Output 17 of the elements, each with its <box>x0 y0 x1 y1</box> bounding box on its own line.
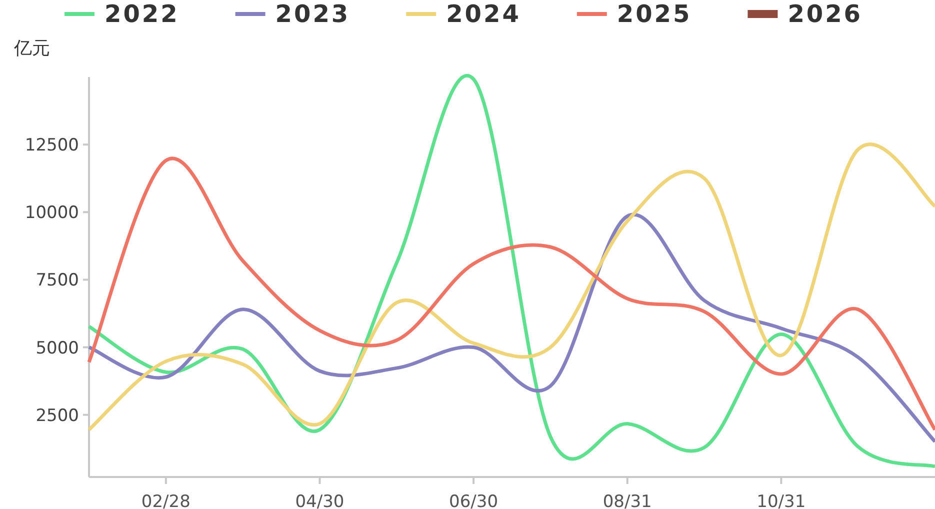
y-tick-label: 7500 <box>36 270 79 291</box>
x-tick-label: 02/28 <box>141 492 190 509</box>
legend-label: 2022 <box>104 0 180 28</box>
x-tick-label: 04/30 <box>295 492 344 509</box>
legend-label: 2026 <box>788 0 862 28</box>
y-tick-label: 5000 <box>36 338 79 358</box>
y-tick-label: 2500 <box>36 406 79 426</box>
legend-label: 2025 <box>616 0 692 28</box>
y-tick-label: 12500 <box>24 136 79 156</box>
x-tick-label: 08/31 <box>602 492 652 509</box>
y-tick-label: 10000 <box>24 203 79 224</box>
y-axis-title: 亿元 <box>13 38 50 59</box>
legend-label: 2023 <box>275 0 350 28</box>
x-tick-label: 10/31 <box>756 492 806 509</box>
line-series <box>87 213 935 444</box>
x-tick-label: 06/30 <box>449 492 498 509</box>
legend-label: 2024 <box>446 0 521 28</box>
